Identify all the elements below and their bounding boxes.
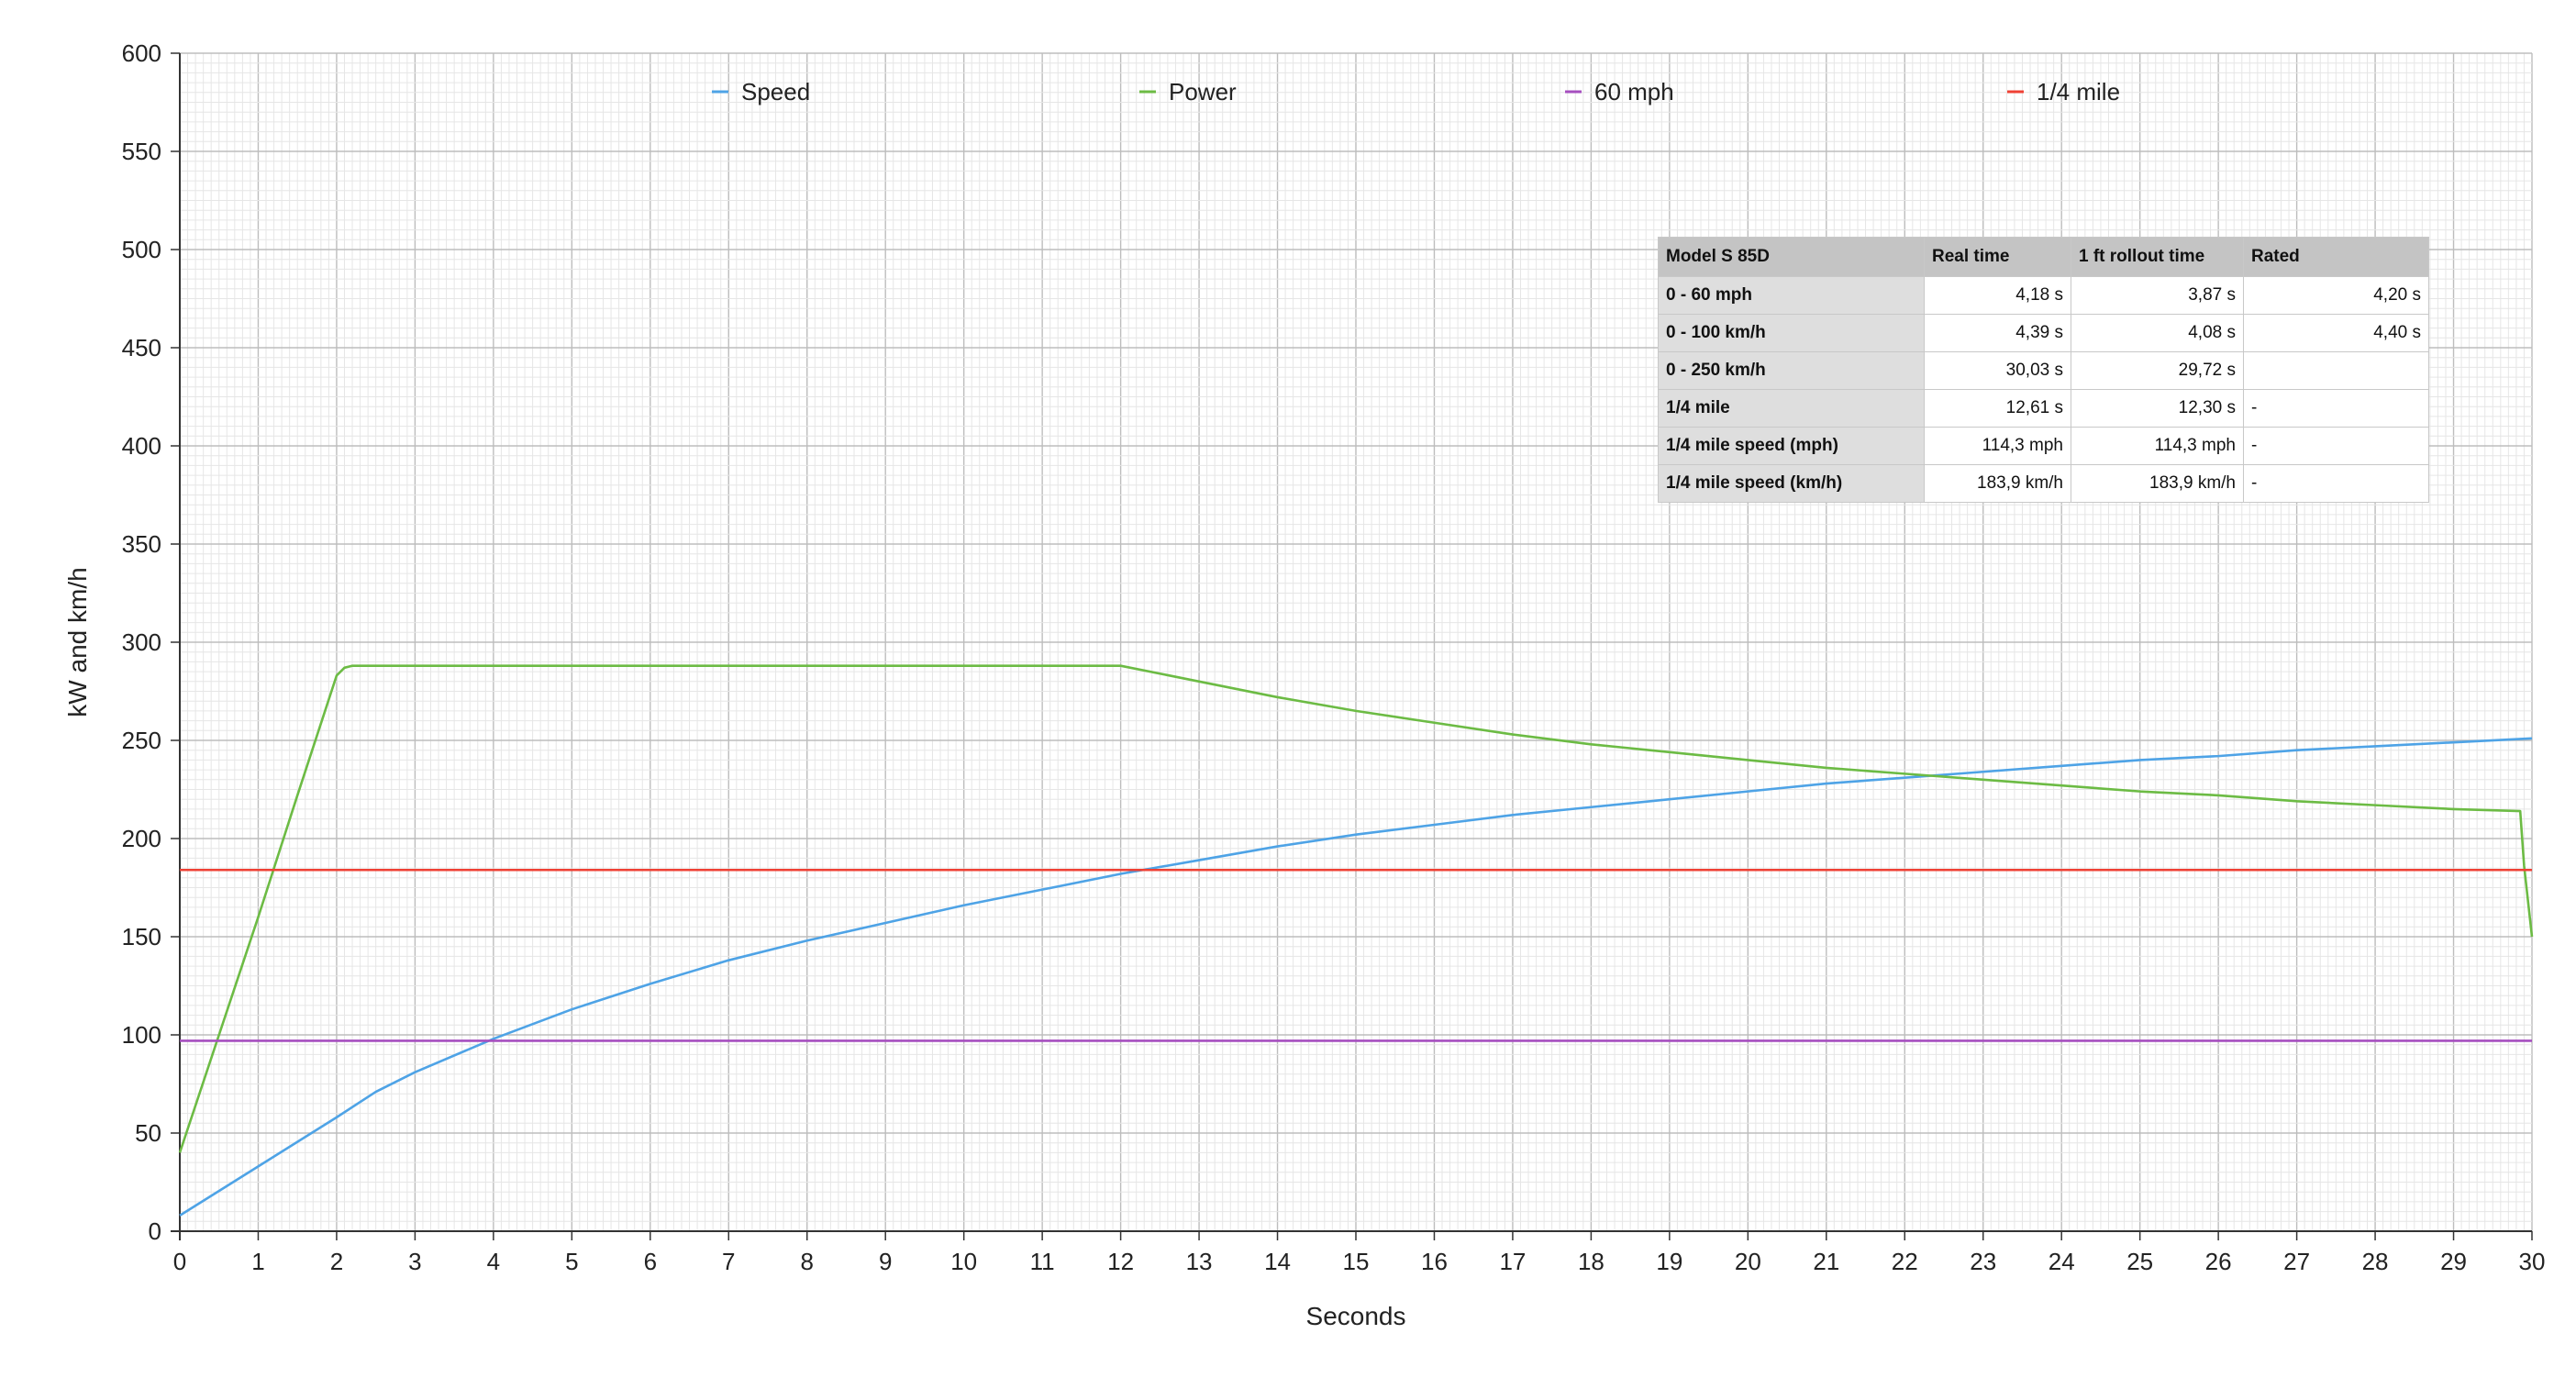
row-label: 0 - 100 km/h — [1658, 314, 1925, 352]
x-tick-label: 30 — [2519, 1248, 2546, 1275]
row-label: 1/4 mile speed (mph) — [1658, 427, 1925, 465]
table-header-row: Model S 85D Real time 1 ft rollout time … — [1658, 237, 2429, 277]
y-tick-label: 0 — [149, 1217, 161, 1245]
real-time-cell: 114,3 mph — [1924, 427, 2071, 465]
x-axis-title: Seconds — [1306, 1302, 1406, 1330]
x-tick-label: 17 — [1499, 1248, 1526, 1275]
axes — [171, 53, 2532, 1240]
x-tick-label: 21 — [1813, 1248, 1839, 1275]
x-tick-label: 29 — [2440, 1248, 2467, 1275]
x-tick-label: 25 — [2126, 1248, 2153, 1275]
x-tick-label: 5 — [565, 1248, 578, 1275]
legend-label-speed: Speed — [741, 78, 810, 106]
real-time-cell: 4,39 s — [1924, 314, 2071, 352]
table-header-rollout-time: 1 ft rollout time — [2071, 237, 2244, 277]
y-tick-label: 200 — [122, 825, 161, 852]
y-axis-title: kW and km/h — [63, 567, 92, 717]
row-label: 0 - 250 km/h — [1658, 351, 1925, 390]
table-header-model: Model S 85D — [1658, 237, 1925, 277]
results-table: Model S 85D Real time 1 ft rollout time … — [1658, 237, 2429, 503]
rated-cell — [2243, 351, 2429, 390]
x-tick-label: 15 — [1343, 1248, 1370, 1275]
real-time-cell: 12,61 s — [1924, 389, 2071, 428]
row-label: 0 - 60 mph — [1658, 276, 1925, 315]
y-tick-label: 400 — [122, 432, 161, 460]
y-tick-label: 100 — [122, 1021, 161, 1049]
x-tick-label: 8 — [800, 1248, 813, 1275]
table-row: 1/4 mile speed (km/h) 183,9 km/h 183,9 km/… — [1658, 464, 2429, 503]
y-tick-label: 500 — [122, 236, 161, 263]
x-tick-label: 4 — [487, 1248, 500, 1275]
table-row: 0 - 100 km/h 4,39 s 4,08 s 4,40 s — [1658, 314, 2429, 352]
y-tick-label: 250 — [122, 727, 161, 754]
x-tick-label: 20 — [1735, 1248, 1761, 1275]
rated-cell: - — [2243, 464, 2429, 503]
rollout-time-cell: 4,08 s — [2071, 314, 2244, 352]
x-tick-label: 26 — [2205, 1248, 2232, 1275]
y-tick-label: 350 — [122, 530, 161, 558]
x-tick-label: 22 — [1892, 1248, 1918, 1275]
rollout-time-cell: 183,9 km/h — [2071, 464, 2244, 503]
x-tick-label: 13 — [1186, 1248, 1213, 1275]
x-tick-label: 2 — [330, 1248, 343, 1275]
x-tick-label: 18 — [1578, 1248, 1604, 1275]
y-tick-label: 550 — [122, 138, 161, 165]
x-tick-label: 7 — [722, 1248, 735, 1275]
x-tick-label: 12 — [1107, 1248, 1134, 1275]
y-tick-labels: 0 50 100 150 200 250 300 350 400 450 500 550 600 — [122, 39, 180, 1245]
table-row: 1/4 mile 12,61 s 12,30 s- — [1658, 389, 2429, 428]
legend-label-power: Power — [1169, 78, 1237, 106]
real-time-cell: 4,18 s — [1924, 276, 2071, 315]
y-tick-label: 300 — [122, 628, 161, 656]
rated-cell: - — [2243, 389, 2429, 428]
table-row: 0 - 60 mph 4,18 s 3,87 s 4,20 s — [1658, 276, 2429, 315]
x-tick-label: 10 — [950, 1248, 977, 1275]
x-tick-label: 9 — [879, 1248, 892, 1275]
series-lines — [178, 664, 2534, 1217]
x-tick-label: 28 — [2362, 1248, 2389, 1275]
rollout-time-cell: 114,3 mph — [2071, 427, 2244, 465]
row-label: 1/4 mile — [1658, 389, 1925, 428]
y-tick-label: 50 — [135, 1119, 161, 1147]
rollout-time-cell: 12,30 s — [2071, 389, 2244, 428]
row-label: 1/4 mile speed (km/h) — [1658, 464, 1925, 503]
legend: Speed Power 60 mph 1/4 mile — [712, 78, 2120, 106]
x-tick-label: 6 — [644, 1248, 657, 1275]
y-tick-label: 450 — [122, 334, 161, 361]
x-tick-label: 23 — [1970, 1248, 1996, 1275]
x-tick-label: 27 — [2283, 1248, 2310, 1275]
rated-cell: 4,40 s — [2243, 314, 2429, 352]
y-tick-label: 150 — [122, 923, 161, 950]
rated-cell: - — [2243, 427, 2429, 465]
x-tick-label: 1 — [251, 1248, 264, 1275]
real-time-cell: 30,03 s — [1924, 351, 2071, 390]
x-tick-label: 19 — [1656, 1248, 1682, 1275]
table-header-rated: Rated — [2243, 237, 2429, 277]
x-tick-label: 3 — [408, 1248, 421, 1275]
grid — [179, 52, 2533, 1232]
y-tick-label: 600 — [122, 39, 161, 67]
x-tick-label: 14 — [1264, 1248, 1291, 1275]
x-tick-label: 11 — [1030, 1248, 1055, 1275]
series-line-speed — [179, 737, 2533, 1217]
real-time-cell: 183,9 km/h — [1924, 464, 2071, 503]
table-row: 1/4 mile speed (mph) 114,3 mph 114,3 mph - — [1658, 427, 2429, 465]
rollout-time-cell: 3,87 s — [2071, 276, 2244, 315]
x-tick-label: 0 — [173, 1248, 186, 1275]
x-tick-label: 24 — [2049, 1248, 2075, 1275]
legend-label-1-4-mile: 1/4 mile — [2037, 78, 2120, 106]
x-tick-labels: 0 1 2 3 4 5 6 7 8 9 10 11 12 13 14 15 16 17 18 19 20 21 22 23 24… — [173, 1231, 2546, 1275]
table-row: 0 - 250 km/h 30,03 s 29,72 s — [1658, 351, 2429, 390]
series-line-power — [178, 664, 2534, 1153]
rollout-time-cell: 29,72 s — [2071, 351, 2244, 390]
rated-cell: 4,20 s — [2243, 276, 2429, 315]
x-tick-label: 16 — [1421, 1248, 1448, 1275]
table-header-real-time: Real time — [1924, 237, 2071, 277]
legend-label-60-mph: 60 mph — [1594, 78, 1674, 106]
